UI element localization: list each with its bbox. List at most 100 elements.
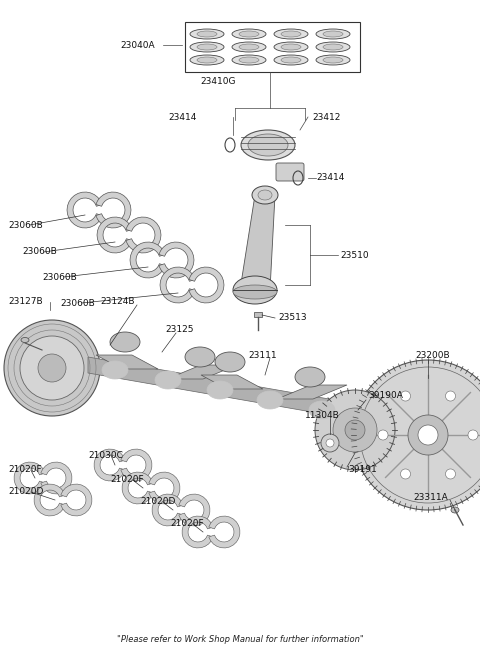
Text: 23125: 23125: [165, 325, 193, 334]
Circle shape: [4, 320, 100, 416]
Text: 23414: 23414: [168, 112, 196, 122]
Ellipse shape: [197, 57, 217, 63]
Text: 23414: 23414: [316, 173, 344, 183]
Ellipse shape: [323, 44, 343, 50]
Circle shape: [418, 425, 438, 445]
Text: 21020F: 21020F: [8, 466, 42, 474]
Polygon shape: [126, 217, 161, 253]
Text: 23127B: 23127B: [8, 298, 43, 307]
Polygon shape: [201, 375, 263, 389]
Ellipse shape: [190, 55, 224, 65]
Text: 23412: 23412: [312, 112, 340, 122]
Polygon shape: [189, 267, 224, 303]
Bar: [185, 22, 360, 72]
Text: 23124B: 23124B: [100, 298, 134, 307]
Ellipse shape: [239, 31, 259, 37]
Text: 23060B: 23060B: [22, 248, 57, 256]
Ellipse shape: [233, 285, 277, 299]
Circle shape: [445, 469, 456, 479]
FancyBboxPatch shape: [276, 163, 304, 181]
Polygon shape: [277, 385, 347, 399]
Polygon shape: [149, 472, 180, 504]
Ellipse shape: [295, 367, 325, 387]
Circle shape: [353, 360, 480, 510]
Polygon shape: [97, 217, 132, 253]
Circle shape: [321, 434, 339, 452]
Polygon shape: [160, 267, 195, 303]
Ellipse shape: [252, 186, 278, 204]
Ellipse shape: [232, 55, 266, 65]
Circle shape: [20, 336, 84, 400]
Ellipse shape: [451, 507, 459, 513]
Ellipse shape: [309, 401, 335, 419]
Polygon shape: [96, 192, 131, 228]
Polygon shape: [34, 484, 65, 516]
Ellipse shape: [197, 44, 217, 50]
Ellipse shape: [281, 57, 301, 63]
Bar: [254, 312, 262, 317]
Polygon shape: [240, 195, 275, 290]
Circle shape: [315, 390, 395, 470]
Ellipse shape: [155, 371, 181, 389]
Text: 11304B: 11304B: [305, 411, 340, 420]
Ellipse shape: [258, 190, 272, 200]
Circle shape: [408, 415, 448, 455]
Ellipse shape: [110, 332, 140, 352]
Text: 21020D: 21020D: [8, 487, 43, 497]
Ellipse shape: [190, 42, 224, 52]
Ellipse shape: [239, 44, 259, 50]
Ellipse shape: [232, 42, 266, 52]
Polygon shape: [130, 242, 165, 278]
Circle shape: [38, 354, 66, 382]
Ellipse shape: [102, 361, 128, 379]
Circle shape: [345, 420, 365, 440]
Text: 23060B: 23060B: [60, 298, 95, 307]
Ellipse shape: [257, 391, 283, 409]
Ellipse shape: [185, 347, 215, 367]
Text: 23111: 23111: [248, 350, 276, 359]
Polygon shape: [94, 449, 125, 481]
Polygon shape: [67, 192, 102, 228]
Circle shape: [326, 439, 334, 447]
Circle shape: [400, 469, 410, 479]
Ellipse shape: [274, 55, 308, 65]
Ellipse shape: [207, 381, 233, 399]
Circle shape: [468, 430, 478, 440]
Ellipse shape: [316, 42, 350, 52]
Ellipse shape: [215, 352, 245, 372]
Ellipse shape: [190, 29, 224, 39]
Ellipse shape: [316, 55, 350, 65]
Text: 23060B: 23060B: [42, 273, 77, 281]
Text: 23513: 23513: [278, 313, 307, 323]
Polygon shape: [122, 472, 153, 504]
Circle shape: [445, 391, 456, 401]
Polygon shape: [167, 365, 237, 379]
Ellipse shape: [274, 42, 308, 52]
Ellipse shape: [316, 29, 350, 39]
Text: 23040A: 23040A: [120, 41, 155, 49]
Polygon shape: [152, 494, 183, 526]
Circle shape: [400, 391, 410, 401]
Polygon shape: [182, 516, 213, 548]
Text: 39191: 39191: [348, 466, 377, 474]
Ellipse shape: [248, 134, 288, 156]
Text: 21020F: 21020F: [110, 476, 144, 484]
Text: 23311A: 23311A: [413, 493, 448, 503]
Text: 21020F: 21020F: [170, 520, 204, 528]
Polygon shape: [61, 484, 92, 516]
Circle shape: [378, 430, 388, 440]
Polygon shape: [96, 355, 158, 369]
Text: 21020D: 21020D: [140, 497, 175, 507]
Text: 39190A: 39190A: [368, 390, 403, 399]
Ellipse shape: [197, 31, 217, 37]
Polygon shape: [121, 449, 152, 481]
Ellipse shape: [233, 276, 277, 304]
Text: 23410G: 23410G: [200, 78, 236, 87]
Polygon shape: [159, 242, 194, 278]
Text: 23510: 23510: [340, 250, 369, 260]
Polygon shape: [14, 462, 45, 494]
Polygon shape: [209, 516, 240, 548]
Ellipse shape: [239, 57, 259, 63]
Ellipse shape: [274, 29, 308, 39]
Polygon shape: [179, 494, 210, 526]
